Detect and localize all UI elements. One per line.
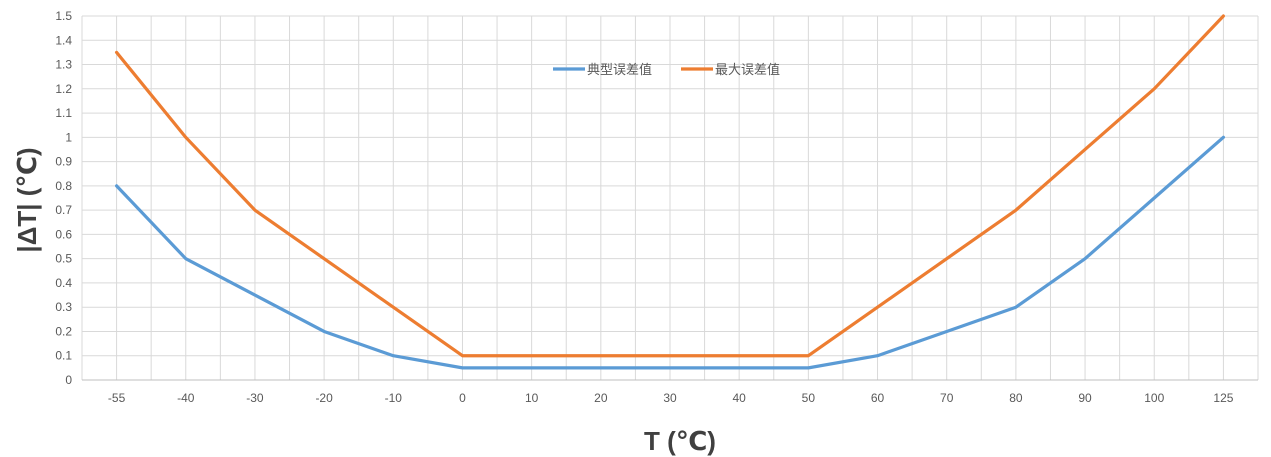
y-tick-label: 1.3 xyxy=(55,58,72,72)
y-tick-label: 0.4 xyxy=(55,276,72,290)
x-tick-label: -55 xyxy=(108,391,126,405)
y-tick-label: 0.3 xyxy=(55,300,72,314)
series-line-0 xyxy=(114,135,1226,370)
y-tick-label: 0.8 xyxy=(55,179,72,193)
legend-label-1: 最大误差值 xyxy=(715,62,780,78)
x-tick-label: 0 xyxy=(459,391,466,405)
series-line-1 xyxy=(114,14,1226,358)
legend: 典型误差值 最大误差值 xyxy=(553,62,780,78)
x-tick-label: 90 xyxy=(1078,391,1092,405)
grid-lines xyxy=(81,15,1259,381)
x-axis-ticks: -55 -40 -30 -20 -10 0 10 20 30 40 50 60 70 80 90 100 125 xyxy=(108,391,1234,405)
x-axis-title: T (℃) xyxy=(644,426,716,456)
y-tick-label: 1.5 xyxy=(55,9,72,23)
series-lines xyxy=(114,14,1226,370)
x-tick-label: 50 xyxy=(802,391,816,405)
y-tick-label: 0.7 xyxy=(55,203,72,217)
x-tick-label: 10 xyxy=(525,391,539,405)
x-tick-label: 125 xyxy=(1213,391,1233,405)
x-tick-label: -20 xyxy=(315,391,333,405)
x-tick-label: 70 xyxy=(940,391,954,405)
x-tick-label: 20 xyxy=(594,391,608,405)
x-tick-label: 80 xyxy=(1009,391,1023,405)
y-tick-label: 0.5 xyxy=(55,252,72,266)
y-tick-label: 0.2 xyxy=(55,324,72,338)
y-tick-label: 1 xyxy=(65,130,72,144)
y-tick-label: 1.4 xyxy=(55,33,72,47)
y-tick-label: 0.6 xyxy=(55,227,72,241)
x-tick-label: 100 xyxy=(1144,391,1164,405)
x-tick-label: 40 xyxy=(732,391,746,405)
y-axis-title: |ΔT| (℃) xyxy=(12,147,42,252)
legend-label-0: 典型误差值 xyxy=(587,62,652,78)
x-tick-label: -40 xyxy=(177,391,195,405)
y-tick-label: 0 xyxy=(65,373,72,387)
y-axis-ticks: 0 0.1 0.2 0.3 0.4 0.5 0.6 0.7 0.8 0.9 1 1.1 1.2 1.3 1.… xyxy=(55,9,72,387)
y-tick-label: 0.9 xyxy=(55,155,72,169)
y-tick-label: 1.2 xyxy=(55,82,72,96)
x-tick-label: -30 xyxy=(246,391,264,405)
y-tick-label: 1.1 xyxy=(55,106,72,120)
x-tick-label: 30 xyxy=(663,391,677,405)
y-tick-label: 0.1 xyxy=(55,349,72,363)
x-tick-label: 60 xyxy=(871,391,885,405)
x-tick-label: -10 xyxy=(385,391,403,405)
